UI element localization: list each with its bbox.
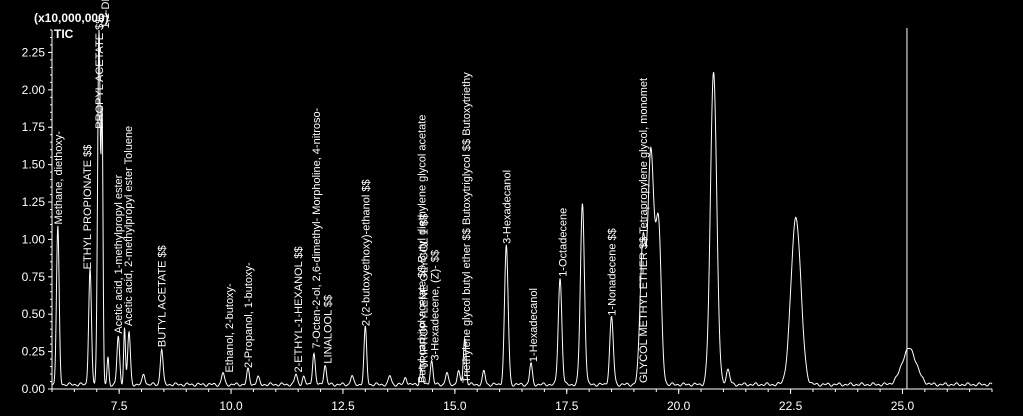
peak-label: Triethylene glycol butyl ether $$ Butoxy… — [461, 72, 473, 383]
x-tick-label: 17.5 — [555, 399, 579, 413]
y-tick-label: 0.25 — [22, 345, 46, 359]
peak-label: 2-ETHYL-1-HEXANOL $$ — [293, 246, 305, 372]
peak-label: Methane, diethoxy- — [53, 131, 65, 225]
y-tick-label: 2.00 — [22, 83, 46, 97]
peak-label: 2-Propanol, 1-butoxy- — [243, 262, 255, 368]
peak-labels: Methane, diethoxy- ETHYL PROPIONATE $$ PRO… — [53, 0, 650, 383]
peak-label: 1-Nonadecene $$ — [607, 228, 619, 315]
y-tick-label: 0.00 — [22, 382, 46, 396]
y-tick-label: 0.75 — [22, 270, 46, 284]
trace-label: TIC — [54, 27, 74, 41]
y-tick-label: 0.50 — [22, 307, 46, 321]
peak-label: 2-(2-butoxyethoxy)-ethanol $$ — [360, 179, 372, 326]
peak-label: Ethanol, 2-butoxy- — [224, 283, 236, 373]
tick-labels: 0.00 0.25 0.50 0.75 1.00 1.25 1.50 1.75 2.00 2.25… — [22, 45, 915, 413]
peak-label: 7-Octen-2-ol, 2,6-dimethyl- Morpholine, … — [311, 107, 323, 348]
peak-label: 3-Hexadecanol — [501, 170, 513, 244]
peak-label: Acetic acid, 2-methylpropyl ester Toluen… — [123, 126, 135, 326]
y-tick-label: 1.75 — [22, 120, 46, 134]
y-tick-label: 2.25 — [22, 45, 46, 59]
x-tick-label: 12.5 — [331, 399, 355, 413]
peak-label: LINALOOL $$ — [322, 295, 334, 364]
peak-label: ETHYL PROPIONATE $$ — [82, 145, 94, 270]
peak-label: TRIPROPYLENE GLYCOL 1 $$ — [419, 214, 431, 370]
peak-label: BUTYL ACETATE $$ — [157, 245, 169, 347]
tic-trace — [51, 29, 993, 387]
x-tick-label: 15.0 — [443, 399, 467, 413]
x-tick-label: 22.5 — [779, 399, 803, 413]
y-tick-label: 1.50 — [22, 158, 46, 172]
peak-label: 1-Hexadecanol — [528, 288, 540, 362]
x-tick-label: 10.0 — [219, 399, 243, 413]
peak-label: 3-Hexadecene, (Z)- $$ — [430, 250, 442, 361]
x-tick-label: 20.0 — [667, 399, 691, 413]
x-tick-label: 7.5 — [111, 399, 128, 413]
peak-label: GLYCOL METHYL ETHER $$ Tetrapropylene gl… — [638, 78, 650, 383]
tick-marks — [48, 29, 993, 394]
y-tick-label: 1.00 — [22, 232, 46, 246]
peak-label: 1,1-DIETHOXY ETHANE $$ — [100, 0, 112, 28]
x-tick-label: 25.0 — [891, 399, 915, 413]
y-tick-label: 1.25 — [22, 195, 46, 209]
peak-label: Acetic acid, 1-methylpropyl ester — [113, 174, 125, 333]
peak-label: PROPYL ACETATE $$ — [94, 18, 106, 129]
peak-label: Butyl carbitol acetate $$ Butyl diethyle… — [416, 115, 428, 383]
y-scale-label: (x10,000,000) — [34, 11, 109, 25]
peak-label: 1-Octadecene — [557, 208, 569, 277]
